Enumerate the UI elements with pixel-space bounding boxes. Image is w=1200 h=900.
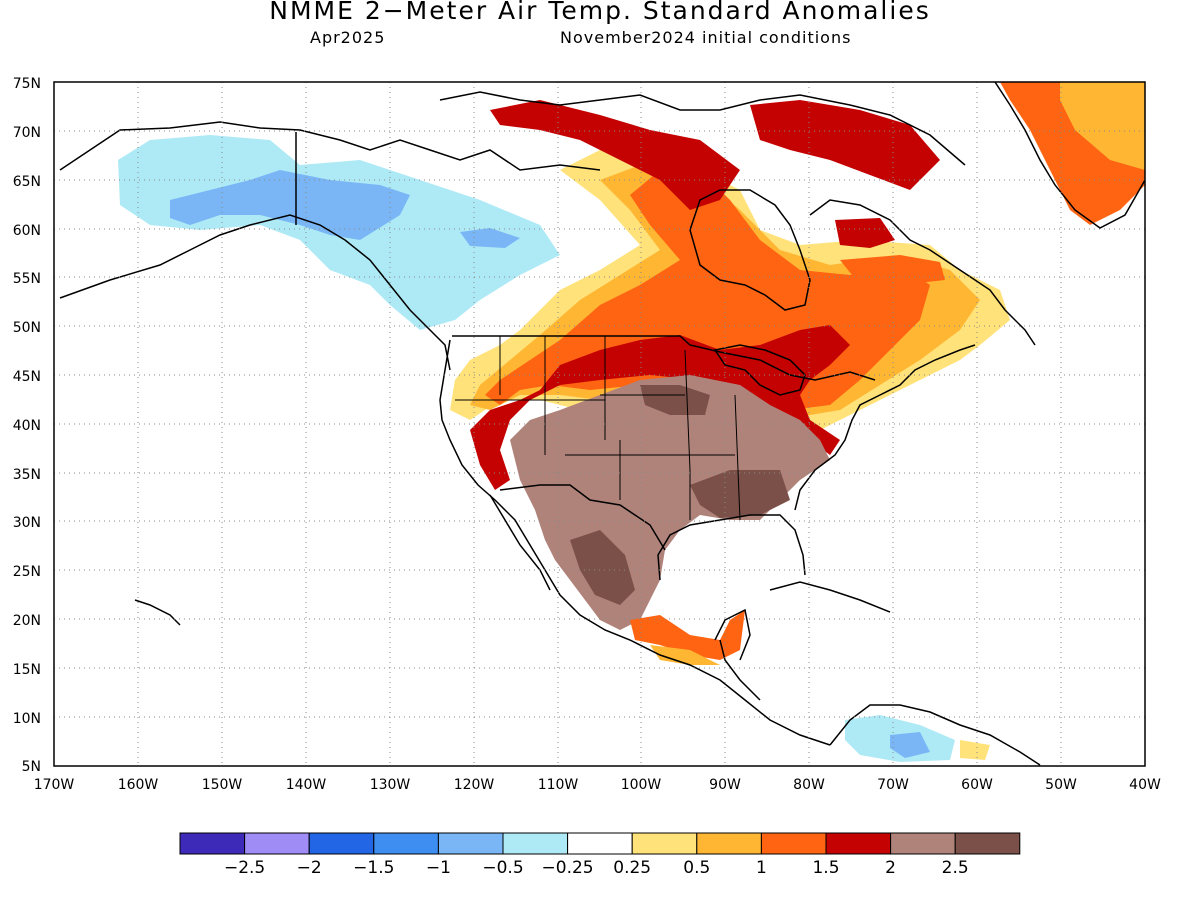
colorbar-swatch xyxy=(696,832,762,855)
coastline-cuba xyxy=(769,581,891,613)
lat-tick-label: 70N xyxy=(13,125,41,141)
lat-tick-label: 15N xyxy=(13,662,41,678)
cool-anomaly-core-2 xyxy=(460,228,520,248)
coastline-hawaii xyxy=(134,599,181,626)
coastline-yucatan xyxy=(714,608,751,661)
warm-anomaly-very-high xyxy=(470,325,850,490)
coastline-us-east xyxy=(794,344,976,511)
warm-anomaly-very-high-north xyxy=(490,100,740,210)
coastline-labrador xyxy=(809,199,1036,346)
coastline-arctic-islands xyxy=(439,91,966,166)
colorbar-tick-label: −2.5 xyxy=(224,858,265,878)
lat-tick-label: 20N xyxy=(13,613,41,629)
lat-tick-label: 40N xyxy=(13,418,41,434)
lon-tick-label: 90W xyxy=(709,777,741,793)
colorbar-swatch xyxy=(954,832,1021,855)
colorbar: −2.5 −2 −1.5 −1 −0.5 −0.25 0.25 0.5 1 1.5 2 2.5 xyxy=(179,832,1021,878)
coastlines xyxy=(59,82,1145,766)
colorbar-swatch xyxy=(825,832,892,855)
lon-tick-label: 50W xyxy=(1045,777,1077,793)
colorbar-swatch xyxy=(437,832,504,855)
lon-tick-label: 120W xyxy=(454,777,495,793)
warm-anomaly-very-high-labrador xyxy=(835,218,895,248)
lat-tick-label: 50N xyxy=(13,320,41,336)
border-us-mexico xyxy=(499,484,666,551)
colorbar-tick-label: −0.5 xyxy=(482,858,523,878)
border-central-america xyxy=(719,639,761,701)
target-month-label: Apr2025 xyxy=(310,28,386,47)
lat-tick-label: 60N xyxy=(13,223,41,239)
warm-anomaly-extreme-core xyxy=(640,385,710,415)
anomaly-shading xyxy=(118,82,1145,762)
colorbar-swatch xyxy=(567,832,633,855)
coastline-hudson-bay xyxy=(689,189,811,311)
lon-tick-label: 100W xyxy=(621,777,662,793)
coastline-greenland xyxy=(994,82,1145,229)
colorbar-tick-label: 2 xyxy=(885,858,896,878)
warm-anomaly-extreme-core-2 xyxy=(690,470,790,518)
warm-anomaly-high-2 xyxy=(840,255,945,285)
lon-tick-label: 70W xyxy=(877,777,909,793)
lon-tick-label: 170W xyxy=(34,777,75,793)
coastline-south-america xyxy=(829,704,1041,766)
lon-tick-label: 60W xyxy=(961,777,993,793)
state-lines xyxy=(455,336,741,521)
lon-tick-label: 110W xyxy=(538,777,579,793)
warm-anomaly-venezuela xyxy=(960,740,990,760)
cool-anomaly-core xyxy=(170,170,410,240)
warm-anomaly-mexico xyxy=(630,610,745,660)
gridlines xyxy=(54,82,1145,766)
lon-tick-label: 160W xyxy=(118,777,159,793)
map-frame xyxy=(53,81,1146,767)
colorbar-swatch xyxy=(373,832,439,855)
warm-anomaly-greenland-core xyxy=(1060,82,1145,170)
cool-anomaly-southamerica-core xyxy=(890,732,930,758)
colorbar-tick-label: 0.5 xyxy=(683,858,710,878)
coastline-baja xyxy=(489,494,551,591)
colorbar-tick-label: 0.25 xyxy=(613,858,651,878)
colorbar-swatch xyxy=(760,832,827,855)
map-title: NMME 2−Meter Air Temp. Standard Anomalie… xyxy=(269,0,931,25)
lon-tick-label: 150W xyxy=(202,777,243,793)
colorbar-tick-label: −1.5 xyxy=(353,858,394,878)
lat-tick-label: 55N xyxy=(13,271,41,287)
lat-tick-label: 10N xyxy=(13,711,41,727)
border-us-canada xyxy=(452,335,876,381)
colorbar-swatch xyxy=(631,832,698,855)
colorbar-swatch xyxy=(890,832,956,855)
colorbar-tick-label: 1 xyxy=(756,858,767,878)
lat-tick-label: 5N xyxy=(22,759,41,775)
colorbar-swatch xyxy=(179,832,246,855)
latitude-axis: 75N 70N 65N 60N 55N 50N 45N 40N 35N 30N … xyxy=(13,76,41,775)
lat-tick-label: 65N xyxy=(13,174,41,190)
great-lakes xyxy=(713,344,806,396)
warm-anomaly-mexico-ring xyxy=(650,645,720,665)
coastline-gulf xyxy=(657,514,806,581)
initial-conditions-label: November2024 initial conditions xyxy=(560,28,852,47)
colorbar-tick-label: −0.25 xyxy=(542,858,594,878)
longitude-axis: 170W 160W 150W 140W 130W 120W 110W 100W … xyxy=(34,777,1161,793)
colorbar-tick-label: −1 xyxy=(426,858,451,878)
lat-tick-label: 25N xyxy=(13,564,41,580)
colorbar-tick-label: 2.5 xyxy=(942,858,969,878)
lon-tick-label: 130W xyxy=(370,777,411,793)
lon-tick-label: 140W xyxy=(286,777,327,793)
lon-tick-label: 40W xyxy=(1129,777,1161,793)
colorbar-swatch xyxy=(244,832,310,855)
coastline-alaska-south xyxy=(59,214,451,371)
lon-tick-label: 80W xyxy=(793,777,825,793)
lat-tick-label: 35N xyxy=(13,467,41,483)
warm-anomaly-very-high-quebec xyxy=(750,100,940,190)
lat-tick-label: 45N xyxy=(13,369,41,385)
lat-tick-label: 75N xyxy=(13,76,41,92)
colorbar-tick-label: −2 xyxy=(297,858,322,878)
warm-anomaly-extreme-core-3 xyxy=(570,530,635,605)
colorbar-tick-label: 1.5 xyxy=(812,858,839,878)
colorbar-swatch xyxy=(502,832,569,855)
lat-tick-label: 30N xyxy=(13,515,41,531)
coastline-north-america-west xyxy=(59,121,601,171)
coastline-us-west xyxy=(439,339,831,746)
colorbar-swatch xyxy=(308,832,375,855)
